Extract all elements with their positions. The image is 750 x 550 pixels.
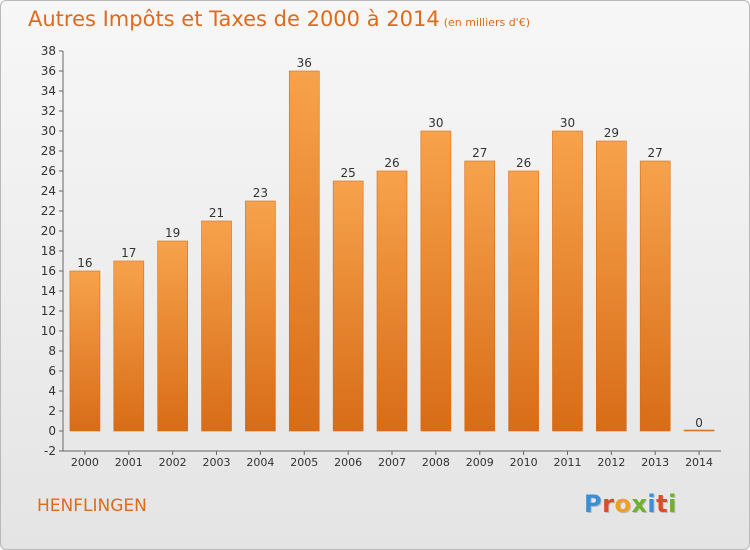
- data-label-2001: 17: [121, 246, 136, 260]
- bar-2005: [288, 70, 320, 432]
- bar-2007: [376, 170, 408, 432]
- data-label-2006: 25: [340, 166, 355, 180]
- bar-2004: [245, 200, 276, 432]
- bar-2009: [464, 160, 496, 432]
- y-tick-label: 10: [41, 324, 56, 338]
- x-tick-label: 2002: [159, 456, 187, 469]
- x-tick-label: 2004: [246, 456, 274, 469]
- data-labels: 16 17 19 21 23 36 25 26 30 27 26 30 29 27 0: [77, 56, 703, 430]
- x-tick-label: 2008: [422, 456, 450, 469]
- data-label-2000: 16: [77, 256, 92, 270]
- y-tick-label: 6: [48, 364, 56, 378]
- data-label-2004: 23: [253, 186, 268, 200]
- y-tick-label: -2: [44, 444, 56, 458]
- data-label-2007: 26: [384, 156, 399, 170]
- y-tick-label: 30: [41, 124, 56, 138]
- x-tick-label: 2000: [71, 456, 99, 469]
- logo-letter: P: [584, 490, 603, 518]
- bar-2014: [683, 429, 715, 432]
- x-tick-label: 2007: [378, 456, 406, 469]
- y-tick-label: 8: [48, 344, 56, 358]
- axes: -202468101214161820222426283032343638200…: [41, 44, 721, 469]
- y-tick-label: 4: [48, 384, 56, 398]
- x-tick-label: 2003: [203, 456, 231, 469]
- logo-letter: i: [647, 490, 657, 518]
- y-tick-label: 12: [41, 304, 56, 318]
- y-tick-label: 22: [41, 204, 56, 218]
- bar-2013: [639, 160, 671, 432]
- x-tick-label: 2012: [597, 456, 625, 469]
- bar-2008: [420, 130, 452, 432]
- data-label-2009: 27: [472, 146, 487, 160]
- data-label-2014: 0: [695, 416, 703, 430]
- x-tick-label: 2001: [115, 456, 143, 469]
- y-tick-label: 20: [41, 224, 56, 238]
- data-label-2010: 26: [516, 156, 531, 170]
- data-label-2005: 36: [297, 56, 312, 70]
- y-tick-label: 16: [41, 264, 56, 278]
- x-tick-label: 2013: [641, 456, 669, 469]
- location-name: HENFLINGEN: [37, 496, 147, 516]
- x-tick-label: 2009: [466, 456, 494, 469]
- bar-2003: [201, 220, 232, 432]
- y-tick-label: 34: [41, 84, 56, 98]
- data-label-2008: 30: [428, 116, 443, 130]
- y-tick-label: 24: [41, 184, 56, 198]
- title-text: Autres Impôts et Taxes de 2000 à 2014: [28, 7, 440, 31]
- y-tick-label: 38: [41, 44, 56, 58]
- bar-2006: [332, 180, 364, 432]
- y-tick-label: 2: [48, 404, 56, 418]
- y-tick-label: 32: [41, 104, 56, 118]
- logo-letter: r: [602, 490, 615, 518]
- title-unit: (en milliers d'€): [443, 16, 530, 29]
- proxiti-logo[interactable]: Proxiti: [584, 490, 677, 518]
- logo-letter: i: [668, 490, 677, 518]
- chart-title: Autres Impôts et Taxes de 2000 à 2014 (en…: [28, 7, 530, 31]
- bar-2011: [552, 130, 583, 432]
- x-tick-label: 2006: [334, 456, 362, 469]
- data-label-2013: 27: [648, 146, 663, 160]
- bar-2002: [157, 240, 188, 432]
- y-tick-label: 26: [41, 164, 56, 178]
- logo-letter: t: [656, 490, 669, 518]
- bar-2001: [113, 260, 145, 432]
- logo-letter: o: [614, 490, 632, 518]
- data-label-2003: 21: [209, 206, 224, 220]
- logo-letter: x: [631, 490, 648, 518]
- data-label-2002: 19: [165, 226, 180, 240]
- bars: [69, 70, 715, 432]
- x-tick-label: 2005: [290, 456, 318, 469]
- y-tick-label: 36: [41, 64, 56, 78]
- bar-2012: [596, 140, 627, 432]
- x-tick-label: 2011: [553, 456, 581, 469]
- data-label-2011: 30: [560, 116, 575, 130]
- y-tick-label: 28: [41, 144, 56, 158]
- x-tick-label: 2010: [510, 456, 538, 469]
- y-tick-label: 0: [48, 424, 56, 438]
- y-tick-label: 14: [41, 284, 56, 298]
- data-label-2012: 29: [604, 126, 619, 140]
- bar-2000: [69, 270, 101, 432]
- y-tick-label: 18: [41, 244, 56, 258]
- x-tick-label: 2014: [685, 456, 713, 469]
- bar-2010: [508, 170, 539, 432]
